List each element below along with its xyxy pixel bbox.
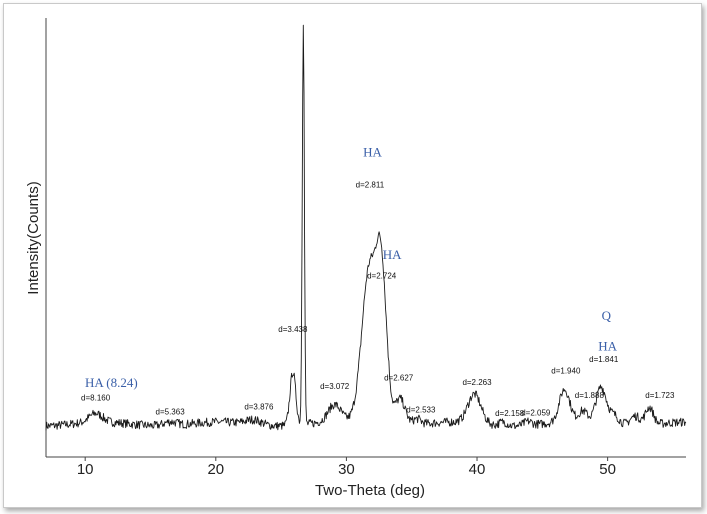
d-spacing-label: d=2.059 [521,408,551,417]
d-spacing-labels: d=8.160d=5.363d=3.876d=3.438d=3.337d=3.0… [81,180,675,418]
d-spacing-label: d=1.888 [575,391,605,400]
d-spacing-label: d=1.841 [589,355,619,364]
d-spacing-label: d=2.811 [356,180,385,189]
d-spacing-label: d=8.160 [81,394,111,403]
phase-label: Q [602,308,612,323]
d-spacing-label: d=1.940 [551,367,581,376]
phase-labels: QHAHAQHAHA (8.24) [85,144,618,390]
x-tick-label: 50 [599,461,616,478]
plot-area: 10 20 30 40 50 d=8.160 d=5.363 d=3.876 d=3.438 d… [45,18,687,478]
d-spacing-label: d=2.158 [495,409,525,418]
x-tick-label: 20 [207,461,224,478]
phase-label: HA [383,247,402,262]
diffraction-pattern-line [45,24,687,431]
d-spacing-label: d=3.072 [320,382,350,391]
d-spacing-label: d=5.363 [156,407,186,416]
d-spacing-label: d=2.263 [462,378,492,387]
x-tick-label: 40 [469,461,486,478]
y-axis-title: Intensity(Counts) [25,181,42,294]
d-spacing-label: d=2.724 [367,272,397,281]
phase-label: HA [363,144,382,159]
x-tick-label: 10 [77,461,94,478]
d-spacing-label: d=3.438 [278,325,308,334]
x-tick-label: 30 [338,461,355,478]
phase-label: HA [598,338,617,353]
d-spacing-label: d=2.533 [406,405,436,414]
x-axis-title: Two-Theta (deg) [315,482,425,499]
d-spacing-label: d=2.627 [384,373,414,382]
d-spacing-label: d=3.876 [244,402,274,411]
x-axis-ticks: 10 20 30 40 50 [77,457,616,478]
phase-label: HA (8.24) [85,375,138,390]
d-spacing-label: d=1.723 [645,391,675,400]
